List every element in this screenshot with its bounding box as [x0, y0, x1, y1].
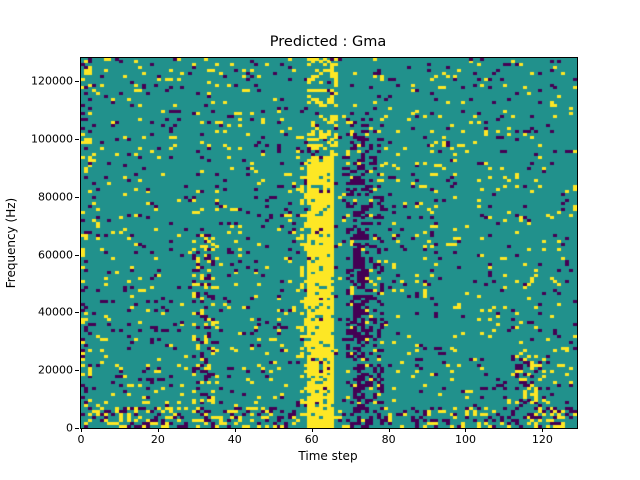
y-tick-mark — [75, 81, 79, 83]
x-tick-mark — [542, 428, 544, 432]
y-tick-mark — [75, 254, 79, 256]
y-tick-label: 0 — [66, 421, 73, 435]
x-tick-mark — [81, 428, 82, 432]
y-tick-label: 20000 — [38, 363, 73, 377]
x-tick-mark — [234, 428, 236, 432]
x-tick-mark — [388, 428, 390, 432]
x-tick-label: 20 — [150, 433, 165, 446]
y-tick-mark — [75, 370, 79, 372]
y-tick-label: 80000 — [38, 190, 73, 204]
y-tick-mark — [75, 312, 79, 314]
x-tick-mark — [465, 428, 467, 432]
y-tick-label: 60000 — [38, 248, 73, 262]
y-axis-label: Frequency (Hz) — [4, 197, 18, 289]
x-tick-mark — [311, 428, 313, 432]
x-axis-label: Time step — [298, 449, 358, 463]
y-tick-mark — [75, 428, 79, 429]
y-tick-label: 40000 — [38, 305, 73, 319]
chart-title: Predicted : Gma — [269, 34, 387, 50]
x-tick-label: 60 — [304, 433, 319, 446]
x-tick-label: 100 — [454, 433, 476, 446]
x-tick-label: 40 — [227, 433, 242, 446]
x-tick-label: 120 — [531, 433, 553, 446]
x-tick-label: 80 — [381, 433, 396, 446]
y-tick-label: 120000 — [31, 74, 73, 88]
y-tick-label: 100000 — [31, 132, 73, 146]
x-tick-mark — [157, 428, 159, 432]
plot-area — [80, 57, 578, 429]
x-tick-label: 0 — [77, 433, 85, 446]
y-tick-mark — [75, 138, 79, 140]
y-tick-mark — [75, 196, 79, 198]
heatmap-canvas — [81, 58, 577, 428]
